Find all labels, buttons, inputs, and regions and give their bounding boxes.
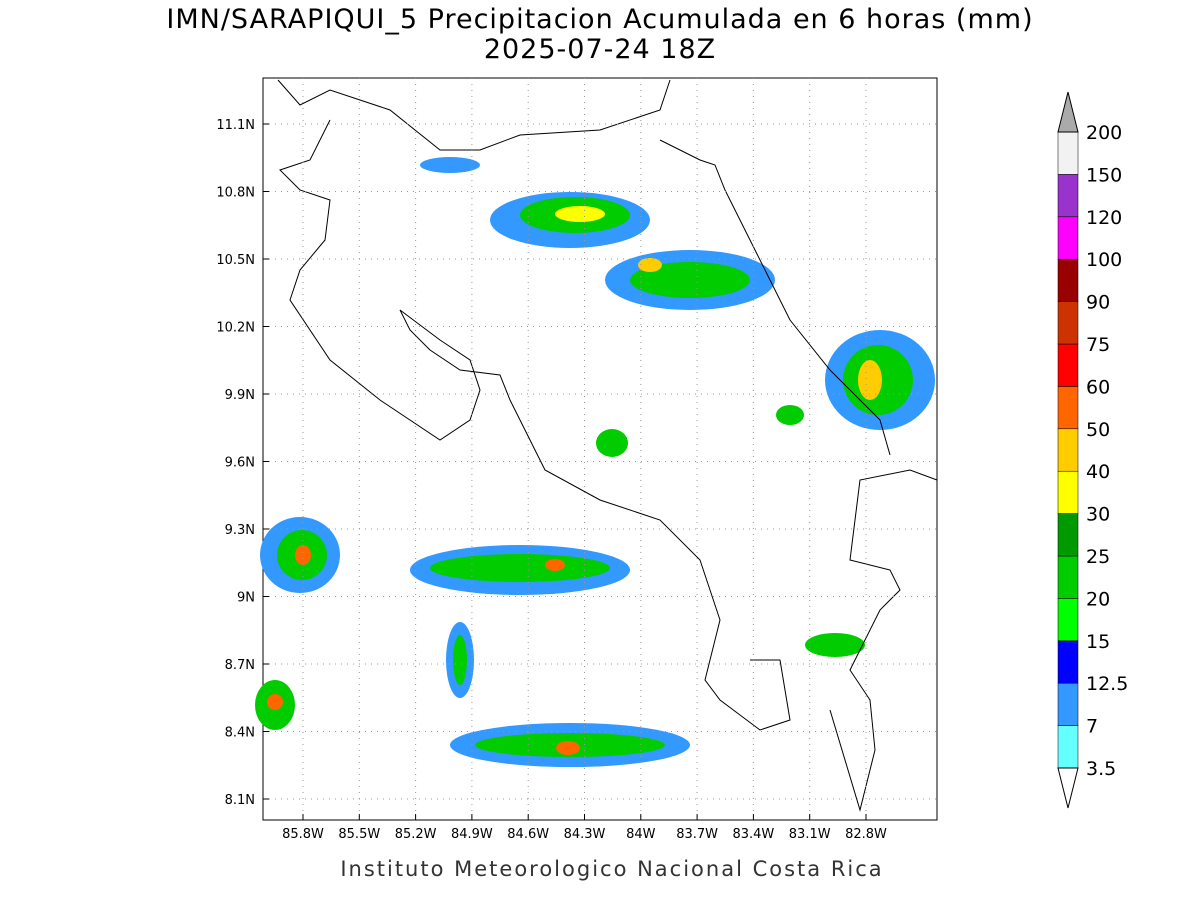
colorbar-label: 3.5 bbox=[1086, 758, 1116, 780]
colorbar-label: 40 bbox=[1086, 461, 1110, 483]
lat-label: 10.2N bbox=[216, 321, 255, 336]
colorbar-label: 20 bbox=[1086, 588, 1110, 610]
precipitation bbox=[255, 157, 935, 767]
colorbar-box bbox=[1057, 386, 1079, 430]
lat-label: 11.1N bbox=[216, 118, 255, 133]
latitude-labels: 11.1N 10.8N 10.5N 10.2N 9.9N 9.6N 9.3N 9N 8.7N 8.… bbox=[216, 118, 937, 808]
colorbar-box bbox=[1057, 725, 1079, 769]
lon-label: 82.8W bbox=[845, 827, 887, 842]
colorbar-label: 15 bbox=[1086, 631, 1110, 653]
colorbar-label: 60 bbox=[1086, 376, 1110, 398]
colorbar-label: 12.5 bbox=[1086, 673, 1128, 695]
colorbar-box bbox=[1057, 343, 1079, 387]
colorbar: 3.5 7 12.5 15 20 25 30 40 50 60 75 90 100 120 150 200 bbox=[1057, 91, 1128, 809]
lon-label: 84.6W bbox=[507, 827, 549, 842]
colorbar-label: 30 bbox=[1086, 504, 1110, 526]
colorbar-box bbox=[1057, 555, 1079, 599]
longitude-labels: 85.8W 85.5W 85.2W 84.9W 84.6W 84.3W 84W 83.7W 83… bbox=[282, 78, 887, 842]
colorbar-box bbox=[1057, 174, 1079, 218]
colorbar-box bbox=[1057, 131, 1079, 175]
lon-label: 83.1W bbox=[789, 827, 831, 842]
lat-label: 10.8N bbox=[216, 186, 255, 201]
title: IMN/SARAPIQUI_5 Precipitacion Acumulada … bbox=[166, 4, 1033, 35]
lat-label: 9.6N bbox=[225, 456, 255, 471]
coastline bbox=[277, 79, 938, 812]
colorbar-label: 25 bbox=[1086, 546, 1110, 568]
colorbar-box bbox=[1057, 470, 1079, 514]
colorbar-label: 90 bbox=[1086, 292, 1110, 314]
lat-label: 10.5N bbox=[216, 253, 255, 268]
colorbar-box bbox=[1057, 301, 1079, 345]
colorbar-label: 50 bbox=[1086, 419, 1110, 441]
colorbar-box bbox=[1057, 216, 1079, 260]
lat-label: 9.3N bbox=[225, 523, 255, 538]
lat-label: 8.1N bbox=[225, 793, 255, 808]
lon-label: 85.5W bbox=[338, 827, 380, 842]
colorbar-label: 100 bbox=[1086, 249, 1122, 271]
colorbar-above bbox=[1057, 91, 1079, 133]
lon-label: 84W bbox=[626, 827, 656, 842]
lon-label: 83.4W bbox=[732, 827, 774, 842]
lon-label: 85.2W bbox=[395, 827, 437, 842]
lat-label: 9N bbox=[237, 591, 255, 606]
colorbar-box bbox=[1057, 682, 1079, 726]
subtitle: 2025-07-24 18Z bbox=[484, 34, 716, 65]
map-area bbox=[255, 77, 938, 821]
colorbar-label: 75 bbox=[1086, 334, 1110, 356]
colorbar-label: 150 bbox=[1086, 164, 1122, 186]
colorbar-box bbox=[1057, 428, 1079, 472]
colorbar-label: 200 bbox=[1086, 122, 1122, 144]
colorbar-box bbox=[1057, 598, 1079, 642]
lon-label: 83.7W bbox=[676, 827, 718, 842]
lat-label: 9.9N bbox=[225, 388, 255, 403]
colorbar-below bbox=[1057, 767, 1079, 809]
colorbar-box bbox=[1057, 513, 1079, 557]
colorbar-box bbox=[1057, 640, 1079, 684]
lon-label: 84.9W bbox=[451, 827, 493, 842]
lat-label: 8.4N bbox=[225, 726, 255, 741]
colorbar-label: 120 bbox=[1086, 207, 1122, 229]
footer: Instituto Meteorologico Nacional Costa R… bbox=[340, 857, 883, 881]
lon-label: 84.3W bbox=[564, 827, 606, 842]
lon-label: 85.8W bbox=[282, 827, 324, 842]
colorbar-label: 7 bbox=[1086, 716, 1098, 738]
colorbar-box bbox=[1057, 258, 1079, 302]
lat-label: 8.7N bbox=[225, 658, 255, 673]
